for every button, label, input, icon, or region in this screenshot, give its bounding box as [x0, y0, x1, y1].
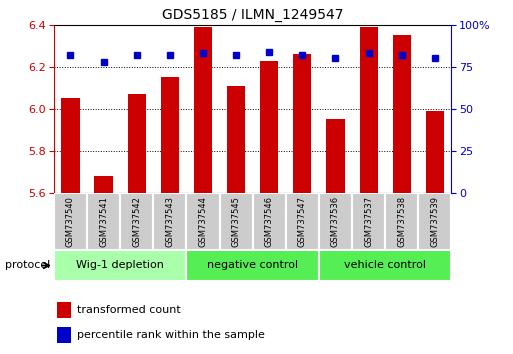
Text: GSM737540: GSM737540: [66, 196, 75, 247]
Text: GSM737544: GSM737544: [199, 196, 207, 247]
Bar: [392, 35, 411, 193]
Bar: [319, 193, 352, 250]
Bar: [260, 61, 279, 193]
Text: vehicle control: vehicle control: [344, 261, 426, 270]
Text: GSM737538: GSM737538: [397, 196, 406, 247]
Text: Wig-1 depletion: Wig-1 depletion: [76, 261, 164, 270]
Bar: [186, 193, 220, 250]
Bar: [426, 111, 444, 193]
Bar: [57, 302, 71, 318]
Bar: [186, 250, 319, 281]
Bar: [120, 193, 153, 250]
Title: GDS5185 / ILMN_1249547: GDS5185 / ILMN_1249547: [162, 8, 343, 22]
Bar: [54, 193, 87, 250]
Bar: [286, 193, 319, 250]
Bar: [418, 193, 451, 250]
Text: GSM737539: GSM737539: [430, 196, 439, 247]
Text: GSM737545: GSM737545: [231, 196, 241, 247]
Text: GSM737543: GSM737543: [165, 196, 174, 247]
Bar: [94, 176, 113, 193]
Bar: [194, 27, 212, 193]
Text: GSM737537: GSM737537: [364, 196, 373, 247]
Bar: [57, 327, 71, 343]
Text: GSM737541: GSM737541: [99, 196, 108, 247]
Bar: [128, 94, 146, 193]
Text: percentile rank within the sample: percentile rank within the sample: [77, 330, 265, 339]
Bar: [220, 193, 252, 250]
Text: transformed count: transformed count: [77, 305, 181, 315]
Bar: [227, 86, 245, 193]
Bar: [161, 77, 179, 193]
Text: GSM737546: GSM737546: [265, 196, 274, 247]
Bar: [252, 193, 286, 250]
Text: GSM737536: GSM737536: [331, 196, 340, 247]
Bar: [153, 193, 186, 250]
Bar: [326, 119, 345, 193]
Text: negative control: negative control: [207, 261, 298, 270]
Bar: [385, 193, 418, 250]
Bar: [62, 98, 80, 193]
Bar: [319, 250, 451, 281]
Text: GSM737542: GSM737542: [132, 196, 141, 247]
Bar: [54, 250, 186, 281]
Text: protocol: protocol: [5, 261, 50, 270]
Bar: [293, 54, 311, 193]
Bar: [352, 193, 385, 250]
Bar: [87, 193, 120, 250]
Text: GSM737547: GSM737547: [298, 196, 307, 247]
Bar: [360, 27, 378, 193]
